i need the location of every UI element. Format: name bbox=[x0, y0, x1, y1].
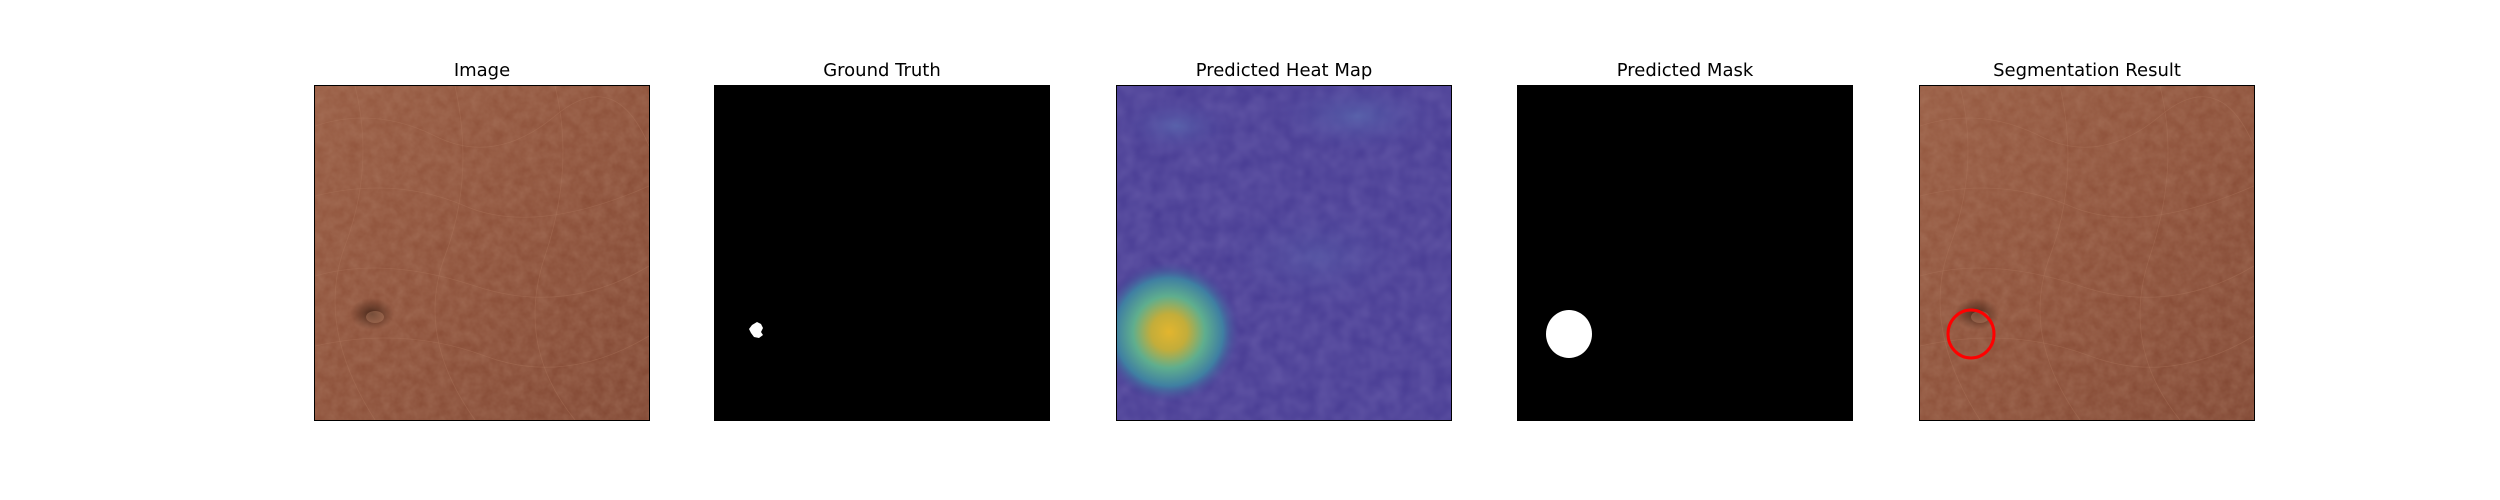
predicted-region bbox=[1546, 310, 1592, 358]
panel-result: Segmentation Result bbox=[1919, 0, 2255, 500]
ground-truth-frame bbox=[714, 85, 1050, 421]
leather-image bbox=[315, 86, 649, 420]
panel-title-heat-map: Predicted Heat Map bbox=[1195, 60, 1373, 81]
heat-map bbox=[1117, 86, 1451, 420]
segmentation-result bbox=[1920, 86, 2254, 420]
image-frame bbox=[314, 85, 650, 421]
ground-truth-mask bbox=[715, 86, 1049, 420]
panel-ground-truth: Ground Truth bbox=[714, 0, 1050, 500]
ground-truth-region bbox=[749, 322, 763, 338]
panel-mask: Predicted Mask bbox=[1517, 0, 1853, 500]
predicted-mask bbox=[1518, 86, 1852, 420]
result-frame bbox=[1919, 85, 2255, 421]
heat-map-frame bbox=[1116, 85, 1452, 421]
panel-title-mask: Predicted Mask bbox=[1616, 60, 1754, 81]
result-contour bbox=[1946, 308, 1996, 360]
panel-image: Image bbox=[314, 0, 650, 500]
panel-heat-map: Predicted Heat Map bbox=[1116, 0, 1452, 500]
mask-frame bbox=[1517, 85, 1853, 421]
panel-title-result: Segmentation Result bbox=[1993, 60, 2181, 81]
panel-title-image: Image bbox=[453, 60, 511, 81]
panel-title-ground-truth: Ground Truth bbox=[823, 60, 941, 81]
heat-hotspot bbox=[1117, 260, 1241, 404]
